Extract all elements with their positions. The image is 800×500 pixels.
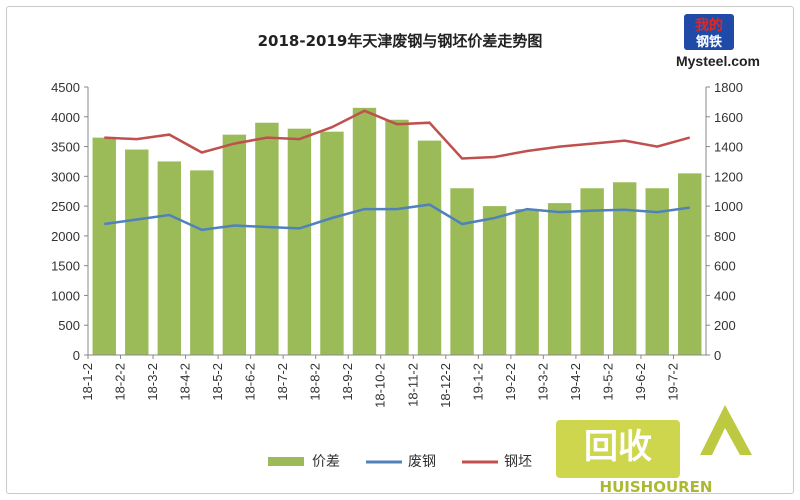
watermark-cn: 回收 [584,427,652,467]
logo-bottom-chars: 钢铁 [696,34,722,49]
y-left-tick-label: 3000 [51,169,80,184]
x-tick-label: 18-6-2 [243,363,258,401]
price-diff-bar [352,107,377,355]
legend-swatch-price-diff [268,457,304,466]
x-tick-label: 18-2-2 [113,363,128,401]
x-tick-label: 19-7-2 [665,363,680,401]
watermark-box [556,420,680,478]
logo-brand: Mysteel.com [676,53,760,69]
y-left-tick-label: 2500 [51,199,80,214]
y-right-tick-label: 1400 [714,140,743,155]
huishouren-watermark: 回收 HUISHOUREN [556,405,752,496]
tick-labels: 0 500 1000 1500 2000 2500 3000 3500 4000 4500 0 200… [51,80,743,408]
price-diff-bars [92,107,702,355]
price-diff-bar [612,182,637,355]
watermark-en: HUISHOUREN [600,478,713,496]
price-diff-bar [190,170,214,355]
y-left-tick-label: 3500 [51,140,80,155]
x-tick-label: 18-8-2 [308,363,323,401]
legend-label-scrap: 废钢 [408,454,436,470]
price-diff-bar [417,140,442,355]
price-diff-bar [482,206,507,355]
price-diff-bar [450,188,474,355]
price-diff-bar [320,131,344,355]
price-diff-bar [287,128,312,355]
mysteel-logo: 我的 钢铁 Mysteel.com [676,14,760,69]
x-tick-label: 18-12-2 [438,363,453,408]
x-tick-label: 18-9-2 [340,363,355,401]
price-diff-bar [125,149,149,355]
x-tick-label: 19-2-2 [503,363,518,401]
legend-label-price-diff: 价差 [312,454,340,470]
y-left-tick-label: 4500 [51,80,80,95]
x-tick-label: 19-6-2 [633,363,648,401]
watermark-figure-icon [700,405,752,455]
y-right-tick-label: 400 [714,288,736,303]
billet-price-line [104,109,691,160]
x-tick-label: 18-7-2 [275,363,290,401]
x-tick-label: 18-4-2 [178,363,193,401]
y-right-tick-label: 1800 [714,80,743,95]
x-tick-label: 19-5-2 [600,363,615,401]
y-right-tick-label: 1600 [714,110,743,125]
x-tick-label: 18-11-2 [405,363,420,407]
y-right-tick-label: 1000 [714,199,743,214]
legend-label-billet: 钢坯 [504,454,532,470]
price-diff-bar [222,134,247,355]
price-diff-bar [255,122,279,355]
price-diff-bar [678,173,702,355]
y-right-tick-label: 1200 [714,169,743,184]
y-right-tick-label: 600 [714,259,736,274]
y-right-tick-label: 200 [714,318,736,333]
logo-top-chars: 我的 [695,17,723,33]
y-left-tick-label: 500 [58,318,80,333]
x-tick-label: 18-5-2 [210,363,225,401]
scrap-price-line [104,203,690,232]
x-tick-label: 18-3-2 [145,363,160,401]
y-left-tick-label: 0 [73,348,80,363]
price-lines [104,109,691,232]
y-right-tick-label: 800 [714,229,736,244]
y-left-tick-label: 1000 [51,288,80,303]
x-tick-label: 19-3-2 [535,363,550,401]
axes [87,87,707,356]
x-tick-label: 19-1-2 [470,363,485,401]
y-left-tick-label: 4000 [51,110,80,125]
x-tick-label: 18-1-2 [80,363,95,401]
chart-title: 2018-2019年天津废钢与钢坯价差走势图 [258,32,543,50]
price-diff-bar [645,188,669,355]
price-diff-bar [157,161,182,355]
y-right-tick-label: 0 [714,348,721,363]
y-left-tick-label: 1500 [51,259,80,274]
price-diff-bar [385,119,409,355]
price-diff-bar [580,188,604,355]
logo-box [684,14,734,50]
x-tick-label: 19-4-2 [568,363,583,401]
x-tick-label: 18-10-2 [373,363,388,408]
y-left-tick-label: 2000 [51,229,80,244]
price-diff-bar [547,203,572,355]
legend: 价差 废钢 钢坯 [268,454,532,470]
price-diff-bar [515,209,539,355]
price-diff-bar [92,137,116,355]
